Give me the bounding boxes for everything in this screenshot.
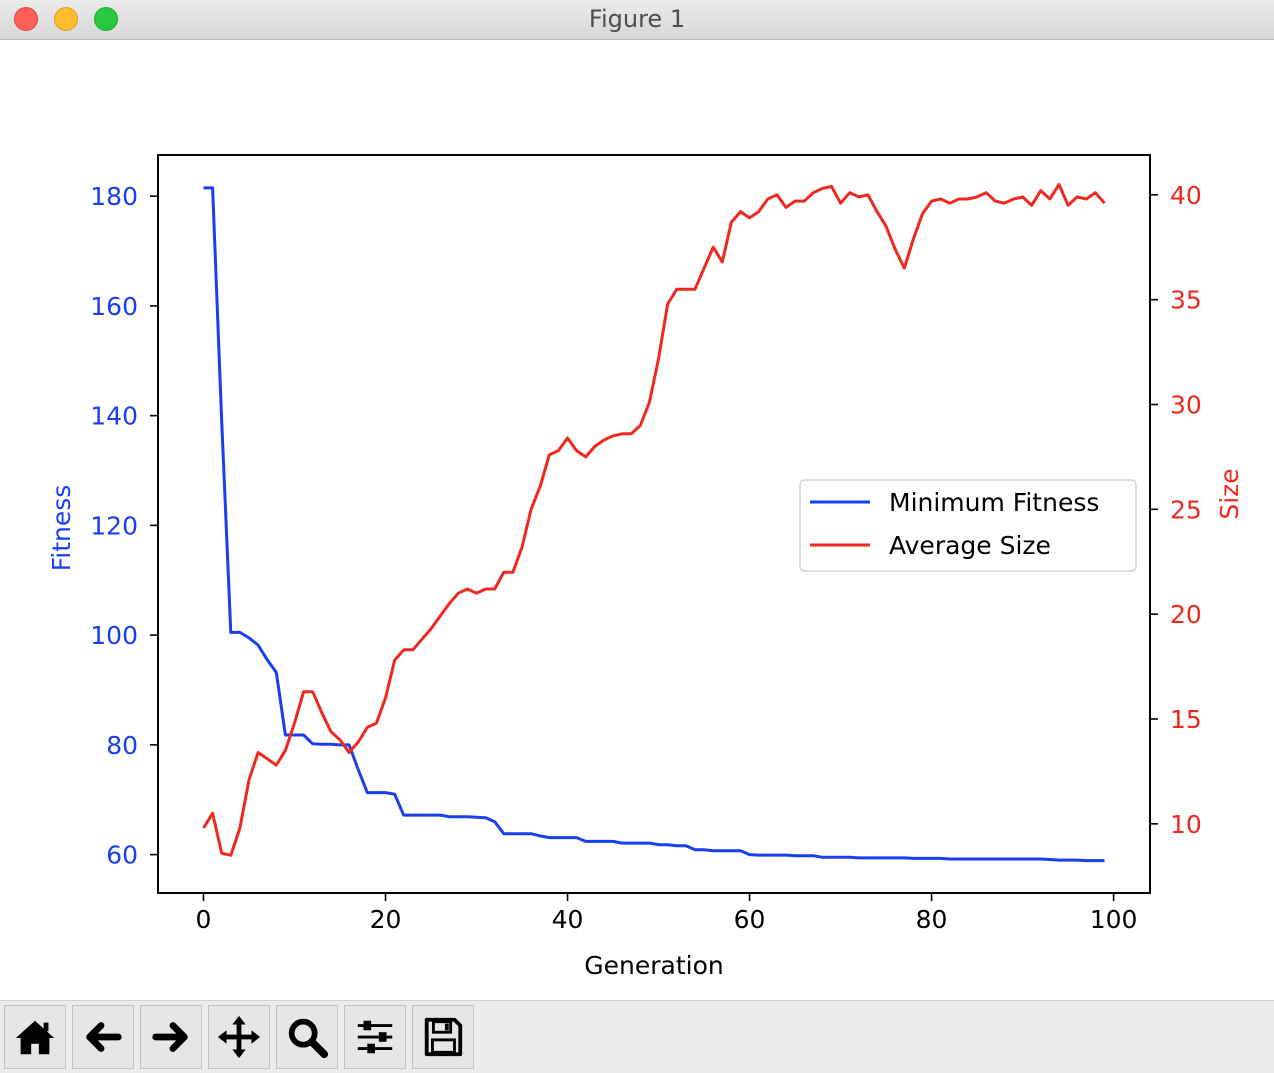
- legend-entry: Minimum Fitness: [889, 488, 1099, 517]
- x-tick-label: 100: [1090, 905, 1138, 934]
- floppy-disk-icon: [424, 1017, 463, 1057]
- x-axis-label: Generation: [584, 951, 723, 980]
- zoom-button[interactable]: [276, 1005, 338, 1069]
- right-tick-label: 15: [1170, 705, 1202, 734]
- legend-entry: Average Size: [889, 531, 1051, 560]
- minimize-window-button[interactable]: [54, 7, 78, 31]
- axes-frame: [157, 154, 1151, 894]
- window-title: Figure 1: [588, 5, 686, 33]
- right-tick-label: 20: [1170, 600, 1202, 629]
- series-line-average-size: [202, 182, 1106, 857]
- configure-subplots-button[interactable]: [344, 1005, 406, 1069]
- move-icon: [217, 1015, 261, 1059]
- right-axis-label: Size: [1215, 468, 1244, 519]
- arrow-left-icon: [86, 1022, 122, 1052]
- left-tick-label: 60: [106, 841, 138, 870]
- zoom-window-button[interactable]: [94, 7, 118, 31]
- arrow-right-icon: [152, 1022, 188, 1052]
- pan-button[interactable]: [208, 1005, 270, 1069]
- close-window-button[interactable]: [14, 7, 38, 31]
- x-tick-label: 40: [552, 905, 584, 934]
- home-icon: [15, 1020, 55, 1055]
- home-button[interactable]: [4, 1005, 66, 1069]
- series-line-minimum-fitness: [203, 186, 1105, 863]
- x-tick-label: 80: [916, 905, 948, 934]
- left-tick-label: 80: [106, 731, 138, 760]
- left-tick-label: 100: [90, 621, 138, 650]
- save-button[interactable]: [412, 1005, 474, 1069]
- left-tick-label: 160: [90, 292, 138, 321]
- right-tick-label: 30: [1170, 390, 1202, 419]
- legend-box: [799, 479, 1137, 572]
- right-tick-label: 40: [1170, 181, 1202, 210]
- forward-button[interactable]: [140, 1005, 202, 1069]
- magnifier-icon: [288, 1018, 329, 1059]
- left-axis-label: Fitness: [47, 485, 76, 572]
- x-tick-label: 60: [734, 905, 766, 934]
- window-titlebar: Figure 1: [0, 0, 1274, 40]
- navigation-toolbar: [0, 1000, 1274, 1073]
- right-tick-label: 35: [1170, 286, 1202, 315]
- right-tick-label: 25: [1170, 495, 1202, 524]
- x-tick-label: 20: [370, 905, 402, 934]
- figure-canvas: 0 20 40 60 80 100 Generation 60 80 100 120 140 160 18…: [47, 154, 1244, 980]
- x-tick-label: 0: [196, 905, 212, 934]
- left-tick-label: 180: [90, 182, 138, 211]
- right-tick-label: 10: [1170, 810, 1202, 839]
- sliders-icon: [357, 1020, 393, 1054]
- left-tick-label: 140: [90, 402, 138, 431]
- left-tick-label: 120: [90, 511, 138, 540]
- back-button[interactable]: [72, 1005, 134, 1069]
